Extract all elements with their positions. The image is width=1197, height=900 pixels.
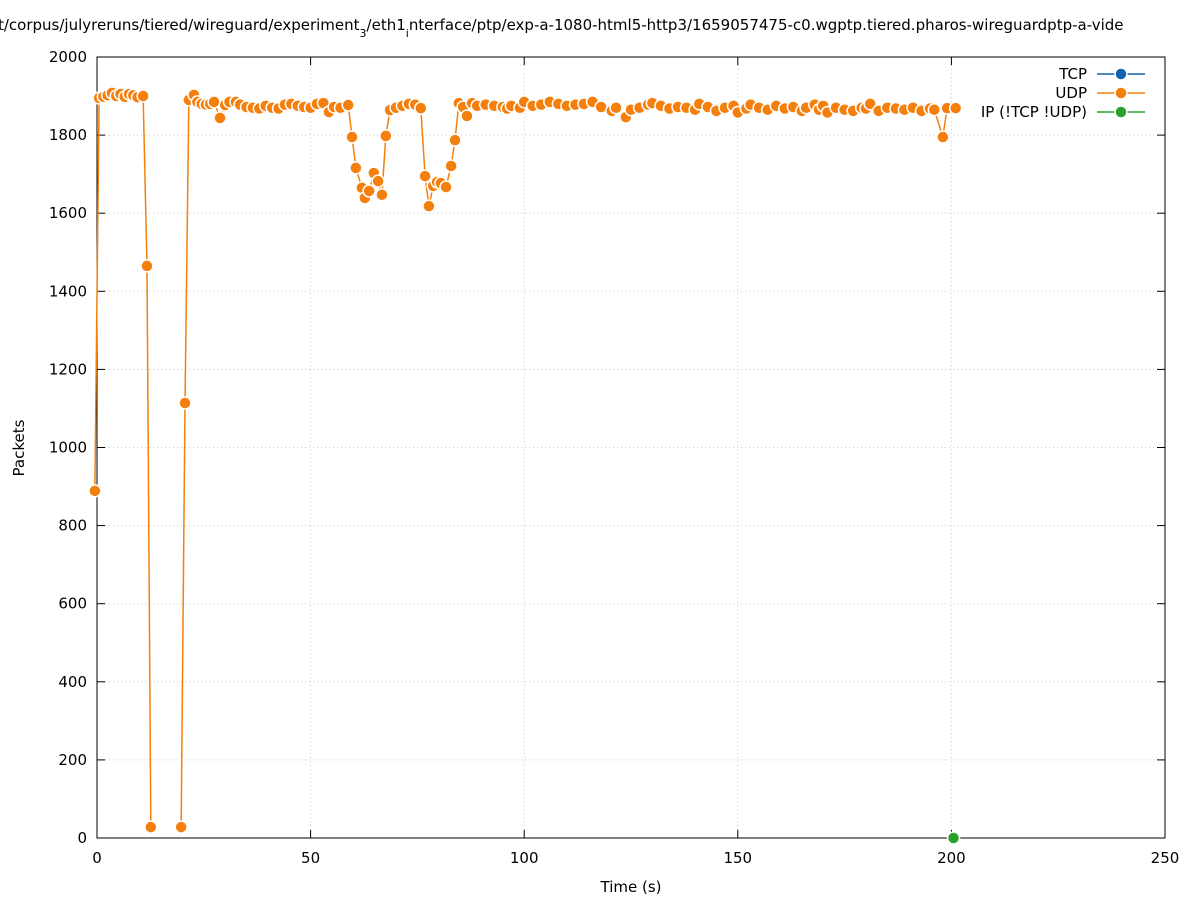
data-point (341, 98, 355, 112)
data-point (88, 484, 102, 498)
data-point (609, 101, 623, 115)
x-tick-label: 200 (937, 849, 966, 867)
x-axis-label: Time (s) (600, 878, 662, 896)
data-point (349, 161, 363, 175)
data-point (863, 97, 877, 111)
legend-label: IP (!TCP !UDP) (981, 103, 1087, 121)
y-axis-label: Packets (10, 419, 28, 476)
data-point (418, 169, 432, 183)
data-point (460, 109, 474, 123)
x-tick-label: 250 (1151, 849, 1180, 867)
title-part: /eth1 (367, 16, 406, 34)
data-point (379, 129, 393, 143)
y-tick-label: 800 (58, 517, 87, 535)
data-point (136, 89, 150, 103)
data-point (448, 133, 462, 147)
data-point (213, 111, 227, 125)
y-tick-label: 1000 (49, 439, 87, 457)
y-tick-label: 1400 (49, 282, 87, 300)
y-tick-label: 200 (58, 751, 87, 769)
data-point (439, 180, 453, 194)
data-point (948, 101, 963, 115)
title-part: t/corpus/julyreruns/tiered/wireguard/exp… (0, 16, 360, 34)
data-point (178, 396, 192, 410)
data-point (936, 130, 950, 144)
x-tick-label: 50 (301, 849, 320, 867)
y-tick-label: 600 (58, 595, 87, 613)
x-tick-label: 150 (723, 849, 752, 867)
legend-label: TCP (1058, 65, 1087, 83)
data-point (927, 102, 942, 117)
x-tick-label: 0 (92, 849, 102, 867)
plot-frame (96, 56, 1166, 839)
chart-title: t/corpus/julyreruns/tiered/wireguard/exp… (0, 16, 1124, 40)
data-point (371, 174, 385, 188)
legend-marker (1114, 67, 1128, 81)
legend-marker (1114, 105, 1128, 119)
y-tick-label: 400 (58, 673, 87, 691)
series-line (94, 92, 956, 828)
title-part: i (406, 27, 409, 40)
data-point (144, 820, 158, 834)
data-point (207, 95, 221, 109)
data-point (375, 188, 389, 202)
data-point (422, 199, 436, 213)
y-tick-label: 2000 (49, 48, 87, 66)
data-point (140, 259, 154, 273)
title-part: 3 (360, 27, 367, 40)
data-point (345, 130, 359, 144)
data-point (174, 820, 188, 834)
title-part: nterface/ptp/exp-a-1080-html5-http3/1659… (409, 16, 1124, 34)
data-point (362, 184, 376, 198)
legend-label: UDP (1055, 84, 1087, 102)
y-tick-label: 1200 (49, 360, 87, 378)
data-point (414, 101, 428, 115)
y-tick-label: 0 (77, 829, 87, 847)
y-tick-label: 1800 (49, 126, 87, 144)
data-point (946, 831, 961, 845)
x-tick-label: 100 (510, 849, 539, 867)
legend-marker (1114, 86, 1128, 100)
data-point (444, 159, 458, 173)
y-tick-label: 1600 (49, 204, 87, 222)
